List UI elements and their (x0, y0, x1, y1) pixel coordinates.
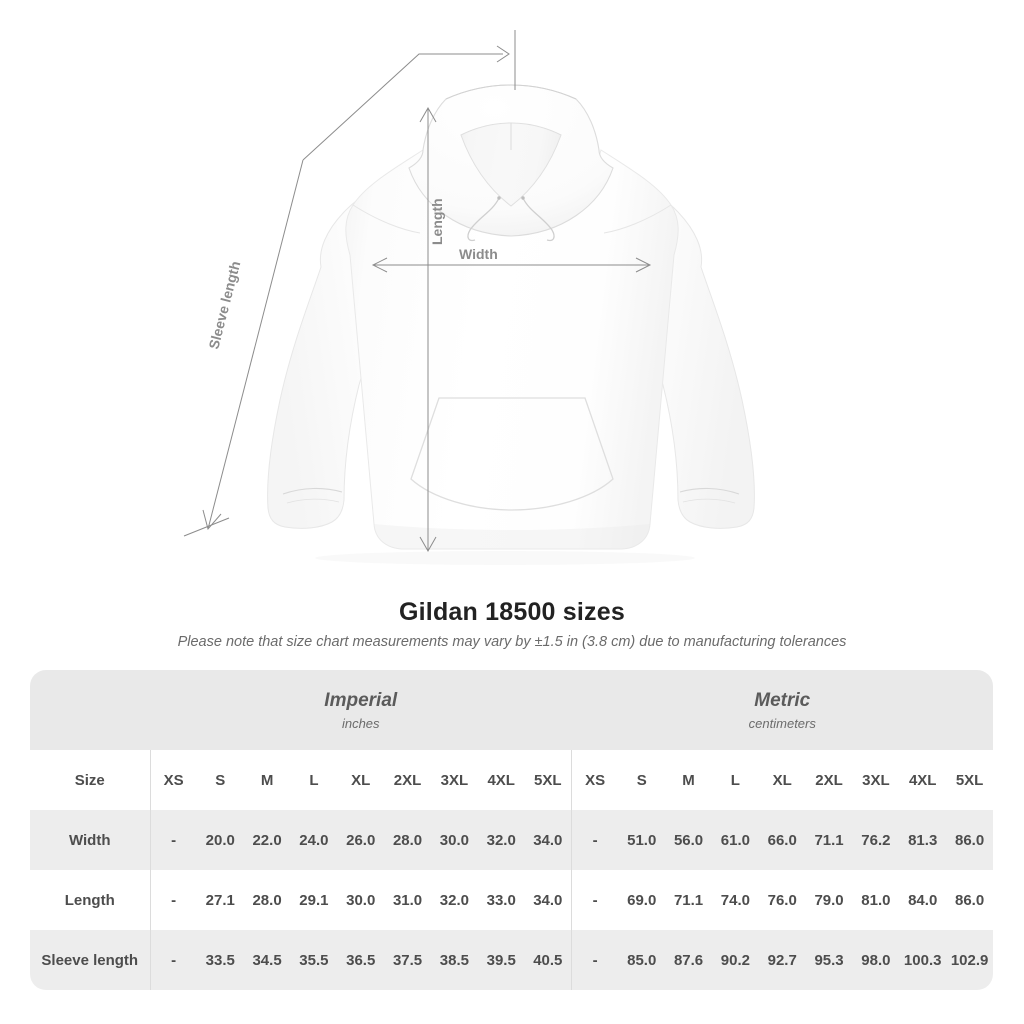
svg-text:Width: Width (459, 246, 498, 262)
svg-text:Length: Length (429, 198, 445, 245)
svg-text:Sleeve length: Sleeve length (205, 259, 243, 350)
